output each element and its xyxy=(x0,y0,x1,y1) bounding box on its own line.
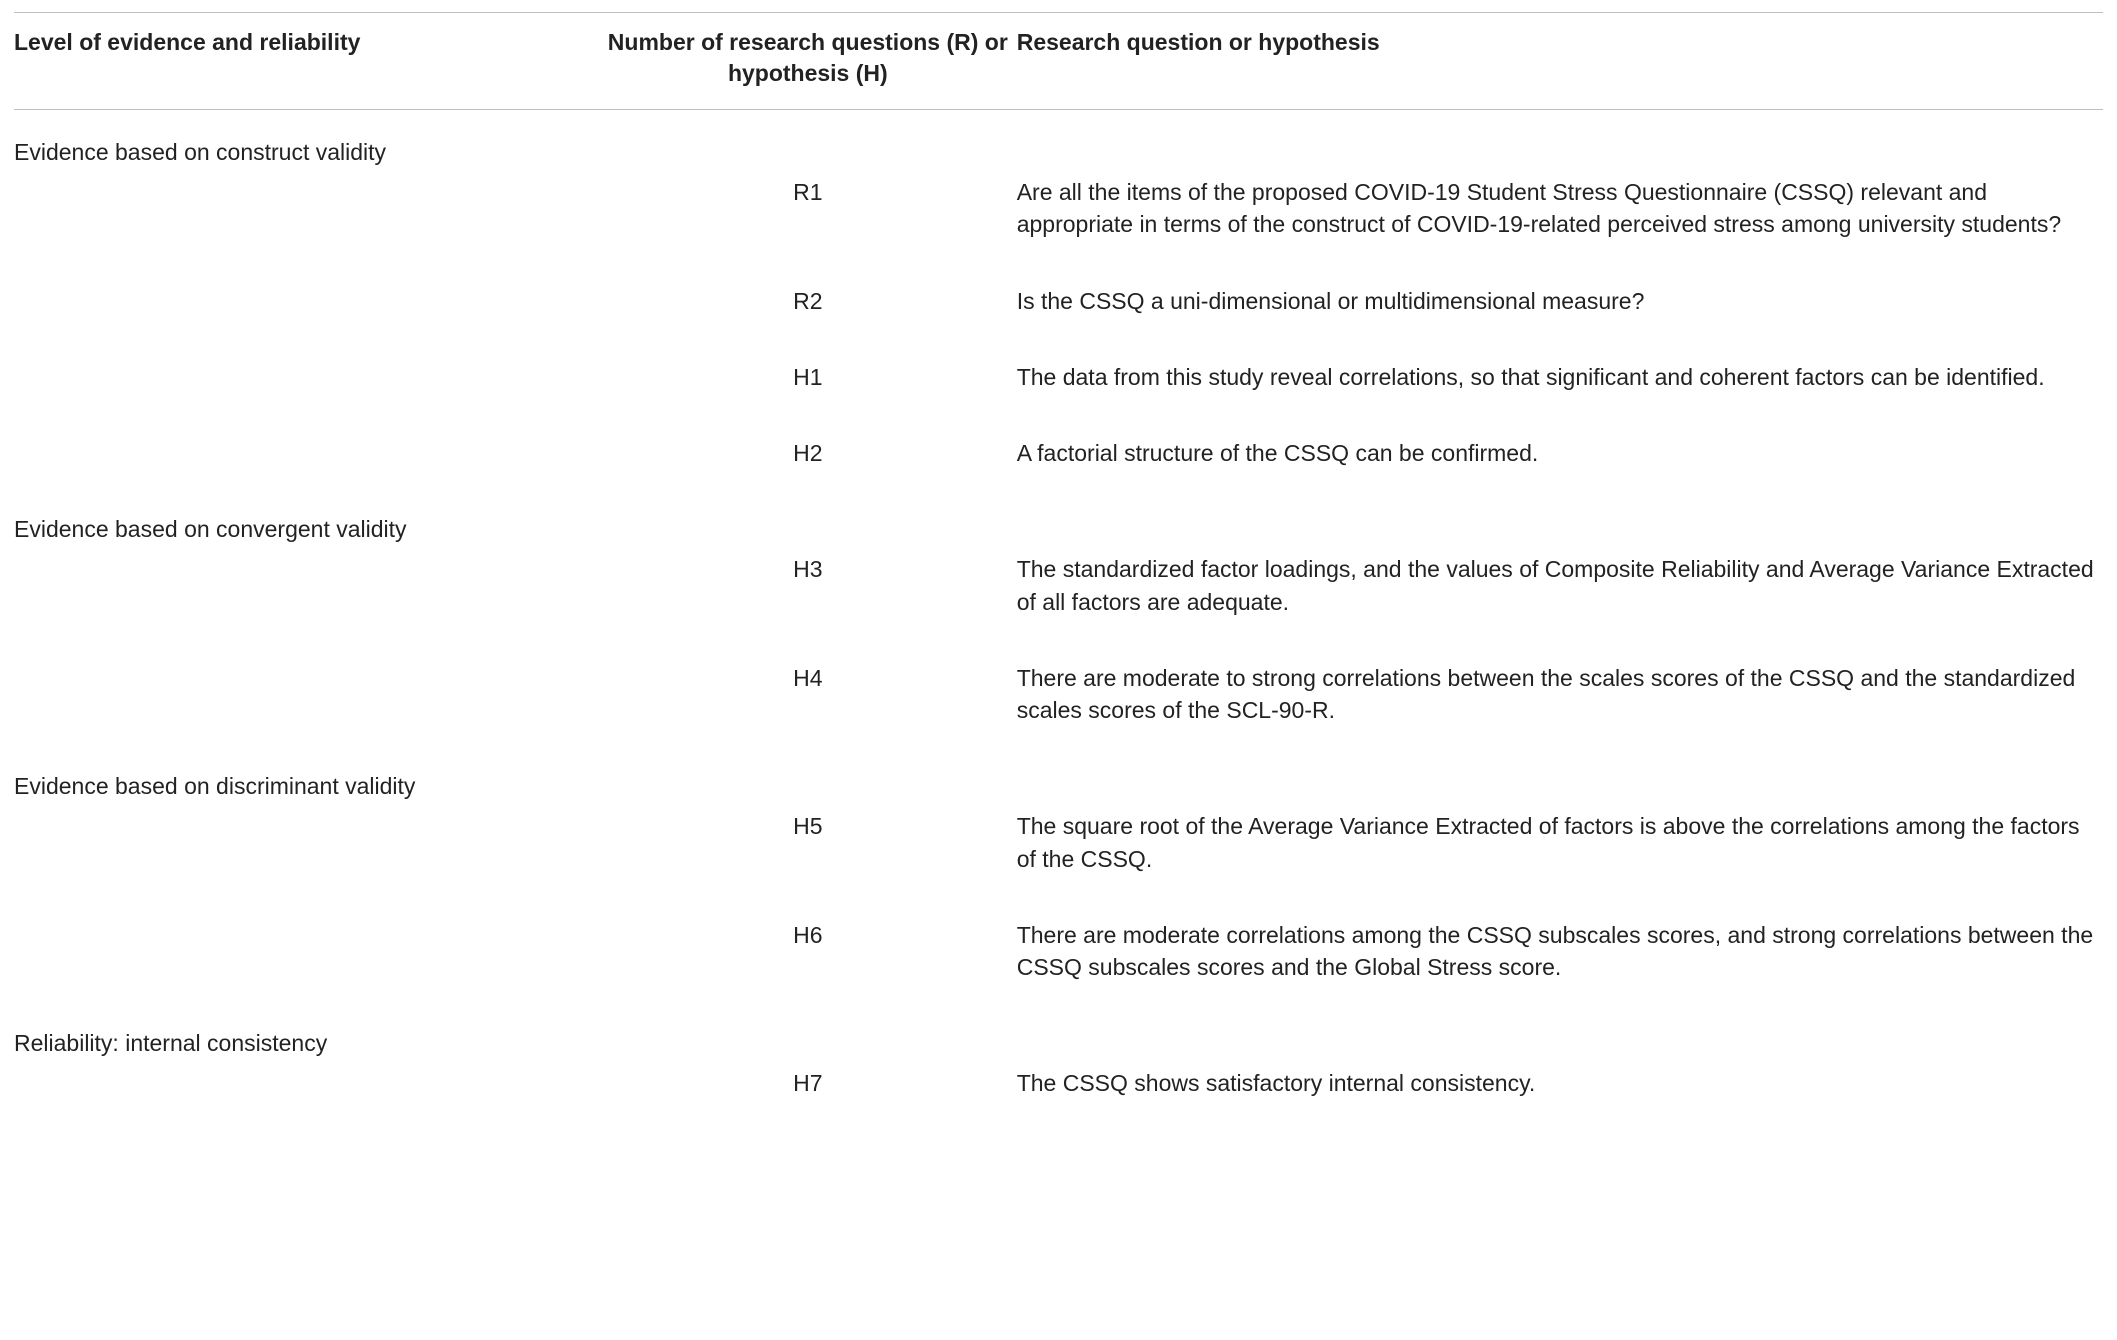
table-row: H3The standardized factor loadings, and … xyxy=(14,545,2103,635)
cell-code: H6 xyxy=(599,893,1017,1001)
table-row: H4There are moderate to strong correlati… xyxy=(14,636,2103,744)
table-row: H7The CSSQ shows satisfactory internal c… xyxy=(14,1059,2103,1117)
section-label: Reliability: internal consistency xyxy=(14,1001,2103,1059)
table-row: R2Is the CSSQ a uni-dimensional or multi… xyxy=(14,259,2103,335)
cell-level-empty xyxy=(14,1059,599,1117)
cell-description: Are all the items of the proposed COVID-… xyxy=(1017,168,2103,258)
section-label: Evidence based on convergent validity xyxy=(14,487,2103,545)
cell-description: Is the CSSQ a uni-dimensional or multidi… xyxy=(1017,259,2103,335)
section-row: Evidence based on convergent validity xyxy=(14,487,2103,545)
cell-code: R2 xyxy=(599,259,1017,335)
cell-code: H5 xyxy=(599,802,1017,892)
section-row: Reliability: internal consistency xyxy=(14,1001,2103,1059)
section-label: Evidence based on construct validity xyxy=(14,110,2103,169)
cell-level-empty xyxy=(14,168,599,258)
table-row: H1The data from this study reveal correl… xyxy=(14,335,2103,411)
cell-level-empty xyxy=(14,893,599,1001)
cell-description: The square root of the Average Variance … xyxy=(1017,802,2103,892)
col-header-number: Number of research questions (R) or hypo… xyxy=(599,13,1017,110)
cell-level-empty xyxy=(14,411,599,487)
table-row: H2A factorial structure of the CSSQ can … xyxy=(14,411,2103,487)
cell-level-empty xyxy=(14,545,599,635)
cell-code: H4 xyxy=(599,636,1017,744)
section-row: Evidence based on discriminant validity xyxy=(14,744,2103,802)
cell-code: H2 xyxy=(599,411,1017,487)
table-header-row: Level of evidence and reliability Number… xyxy=(14,13,2103,110)
section-row: Evidence based on construct validity xyxy=(14,110,2103,169)
table-row: H6There are moderate correlations among … xyxy=(14,893,2103,1001)
cell-description: The standardized factor loadings, and th… xyxy=(1017,545,2103,635)
section-label: Evidence based on discriminant validity xyxy=(14,744,2103,802)
evidence-table: Level of evidence and reliability Number… xyxy=(14,12,2103,1117)
cell-level-empty xyxy=(14,259,599,335)
cell-level-empty xyxy=(14,335,599,411)
cell-description: A factorial structure of the CSSQ can be… xyxy=(1017,411,2103,487)
cell-code: H1 xyxy=(599,335,1017,411)
cell-description: There are moderate correlations among th… xyxy=(1017,893,2103,1001)
table-row: R1Are all the items of the proposed COVI… xyxy=(14,168,2103,258)
table-row: H5The square root of the Average Varianc… xyxy=(14,802,2103,892)
table-body: Evidence based on construct validityR1Ar… xyxy=(14,110,2103,1118)
cell-code: R1 xyxy=(599,168,1017,258)
cell-level-empty xyxy=(14,802,599,892)
cell-code: H3 xyxy=(599,545,1017,635)
cell-code: H7 xyxy=(599,1059,1017,1117)
cell-description: The data from this study reveal correlat… xyxy=(1017,335,2103,411)
col-header-question: Research question or hypothesis xyxy=(1017,13,2103,110)
cell-description: There are moderate to strong correlation… xyxy=(1017,636,2103,744)
col-header-level: Level of evidence and reliability xyxy=(14,13,599,110)
cell-description: The CSSQ shows satisfactory internal con… xyxy=(1017,1059,2103,1117)
cell-level-empty xyxy=(14,636,599,744)
